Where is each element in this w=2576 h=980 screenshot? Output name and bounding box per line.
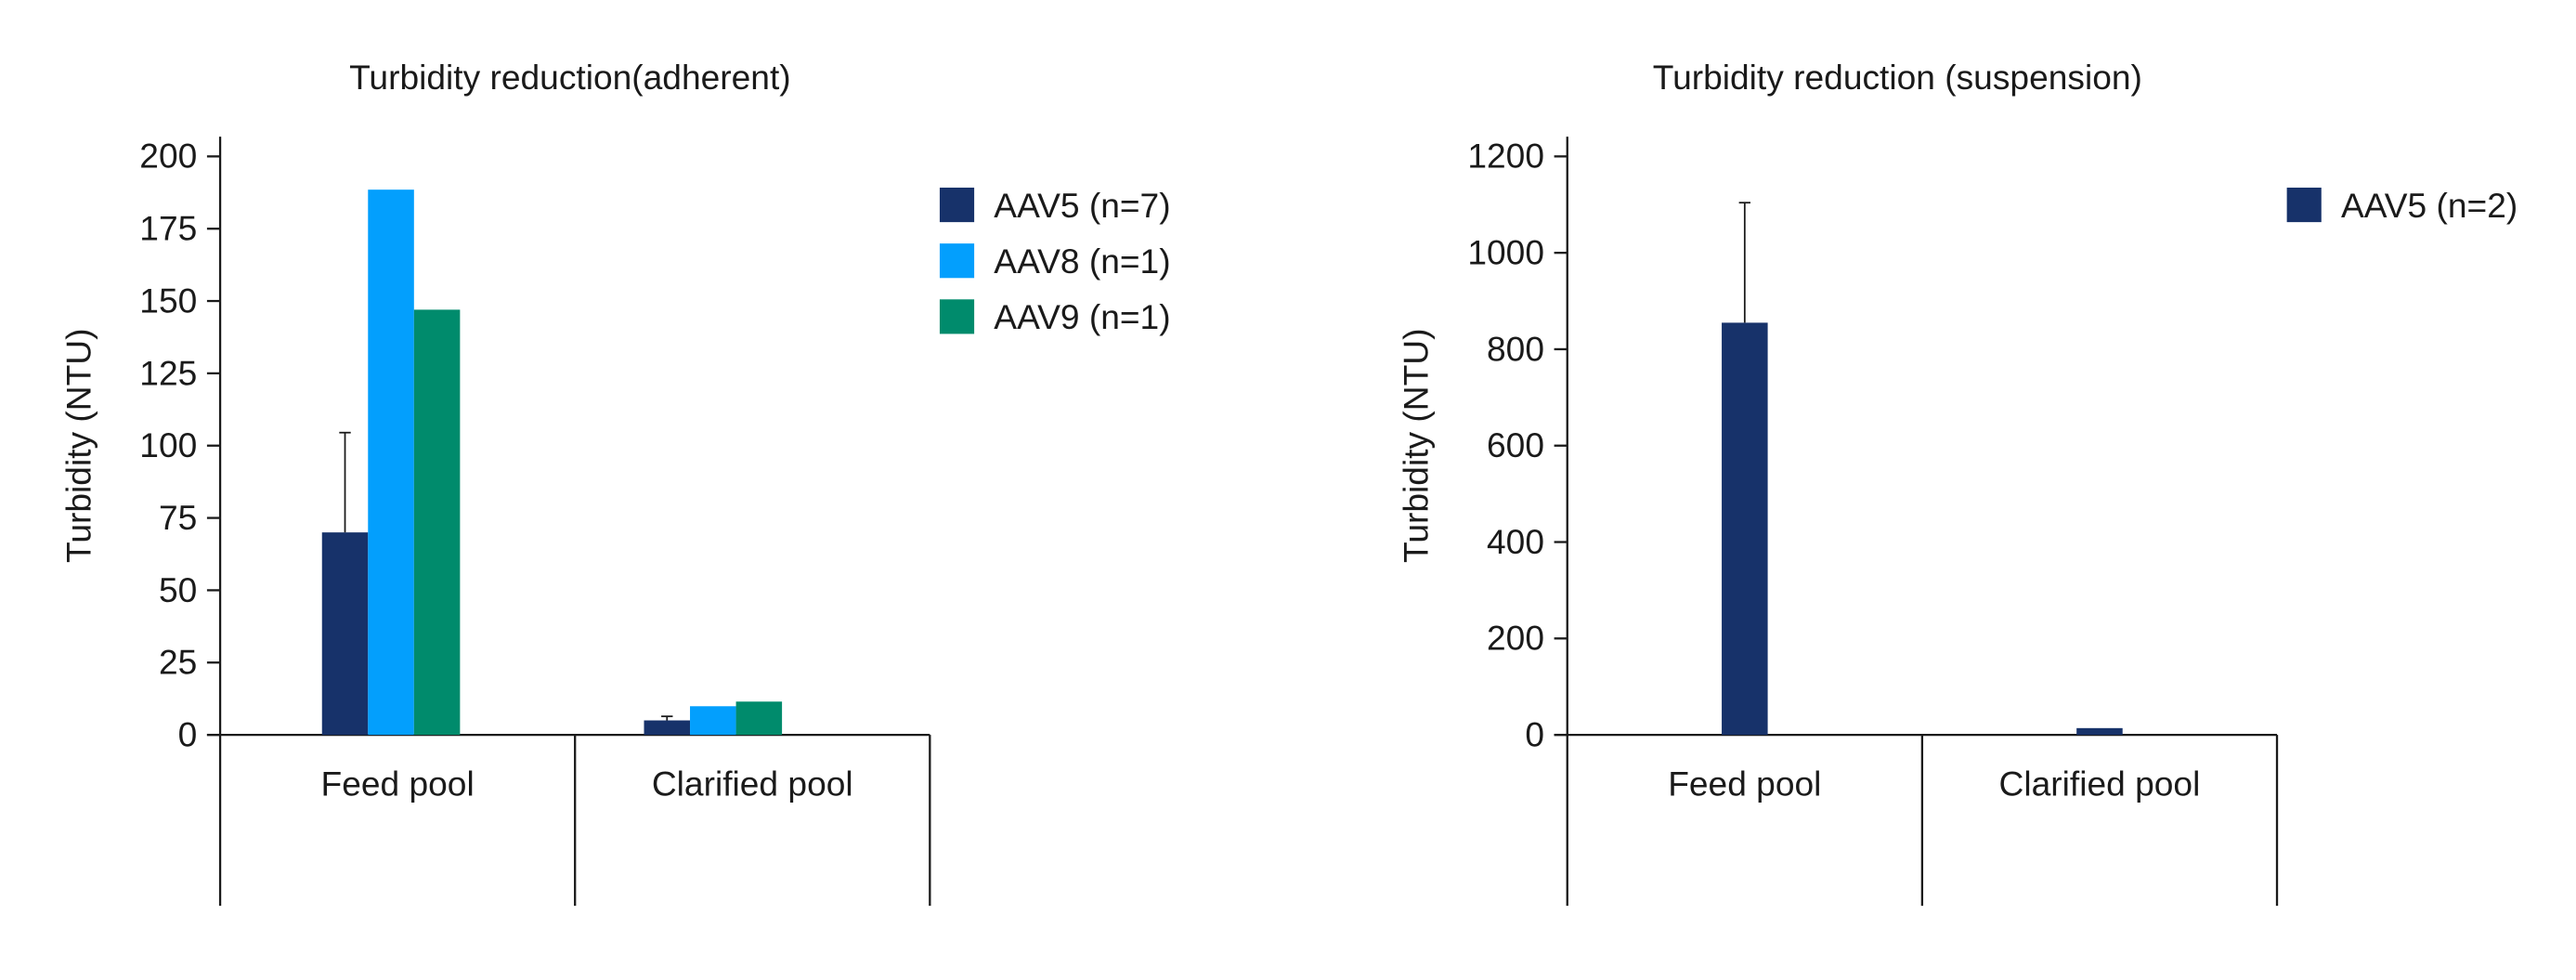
y-tick-label: 1200: [1467, 137, 1544, 176]
bar-aav9-0: [413, 309, 461, 736]
y-tick-label: 200: [1487, 619, 1544, 658]
x-tick-label: Feed pool: [321, 764, 475, 804]
y-tick-label: 100: [139, 425, 197, 464]
y-tick-label: 25: [159, 643, 197, 682]
y-tick-label: 50: [159, 570, 197, 609]
y-axis-label: Turbidity (NTU): [59, 329, 98, 563]
x-tick-label: Feed pool: [1668, 764, 1821, 804]
x-tick-label: Clarified pool: [1999, 764, 2201, 804]
bar-aav5-1: [644, 720, 691, 736]
chart-panel-2: Turbidity reduction (suspension) Turbidit…: [1396, 58, 2517, 907]
x-tick-label: Clarified pool: [652, 764, 853, 804]
legend-label: AAV5 (n=2): [2341, 186, 2517, 225]
legend-label: AAV8 (n=1): [994, 242, 1170, 281]
bar-aav5-0: [1722, 322, 1768, 736]
bar-aav8-0: [368, 189, 414, 736]
y-tick-label: 175: [139, 209, 197, 248]
bar-aav9-1: [735, 701, 783, 736]
y-tick-label: 400: [1487, 522, 1544, 561]
y-tick-label: 125: [139, 353, 197, 392]
bar-aav5-1: [2076, 727, 2123, 736]
legend-swatch: [939, 299, 975, 334]
chart-title: Turbidity reduction (suspension): [1653, 58, 2142, 97]
y-tick-label: 0: [178, 714, 198, 753]
legend-label: AAV5 (n=7): [994, 186, 1170, 225]
y-tick-label: 75: [159, 498, 197, 537]
legend-swatch: [939, 243, 975, 279]
chart-panel-1: Turbidity reduction(adherent) Turbidity (…: [59, 58, 1171, 907]
y-axis-label: Turbidity (NTU): [1396, 329, 1435, 563]
y-tick-label: 150: [139, 281, 197, 320]
legend-label: AAV9 (n=1): [994, 297, 1170, 336]
bar-aav8-1: [690, 706, 736, 736]
y-tick-label: 800: [1487, 329, 1544, 368]
bar-aav5-0: [321, 532, 369, 736]
y-tick-label: 1000: [1467, 233, 1544, 272]
legend-swatch: [939, 187, 975, 223]
legend-swatch: [2286, 187, 2322, 223]
y-tick-label: 0: [1525, 714, 1544, 753]
chart-title: Turbidity reduction(adherent): [349, 58, 791, 97]
y-tick-label: 200: [139, 137, 197, 176]
y-tick-label: 600: [1487, 425, 1544, 464]
